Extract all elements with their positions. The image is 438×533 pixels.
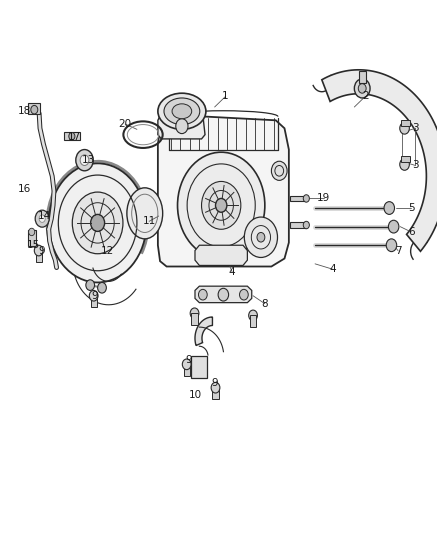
Circle shape (91, 214, 105, 231)
Text: 12: 12 (101, 246, 114, 255)
Text: 5: 5 (408, 203, 414, 213)
Ellipse shape (127, 188, 162, 239)
Circle shape (386, 239, 397, 252)
Text: 4: 4 (229, 267, 235, 277)
Text: 6: 6 (408, 227, 414, 237)
Text: 17: 17 (68, 132, 81, 142)
Circle shape (49, 164, 147, 282)
Text: 18: 18 (18, 106, 32, 116)
Circle shape (39, 215, 45, 222)
Circle shape (272, 161, 287, 180)
Text: 19: 19 (317, 193, 330, 204)
Text: 15: 15 (27, 240, 40, 250)
Circle shape (35, 210, 49, 227)
Text: 3: 3 (412, 123, 419, 133)
Bar (191, 356, 207, 378)
Bar (401, 157, 410, 162)
Text: 3: 3 (412, 160, 419, 171)
Circle shape (303, 221, 309, 229)
Bar (28, 230, 35, 246)
Circle shape (72, 192, 123, 254)
Text: 10: 10 (188, 390, 201, 400)
Circle shape (201, 181, 241, 229)
Circle shape (354, 79, 370, 98)
Ellipse shape (172, 104, 192, 119)
Text: 16: 16 (18, 184, 32, 195)
Bar (91, 296, 97, 308)
Circle shape (98, 282, 106, 293)
Circle shape (389, 220, 399, 233)
Bar (212, 387, 219, 399)
Circle shape (89, 290, 98, 301)
Bar (290, 196, 306, 201)
Polygon shape (195, 317, 212, 345)
Text: 13: 13 (81, 155, 95, 165)
Circle shape (400, 123, 410, 134)
Circle shape (34, 245, 43, 256)
Circle shape (80, 155, 89, 165)
Text: 7: 7 (395, 246, 401, 255)
Circle shape (31, 106, 38, 114)
Circle shape (303, 195, 309, 202)
Text: 4: 4 (329, 264, 336, 274)
Text: 20: 20 (119, 119, 132, 129)
Polygon shape (158, 111, 205, 139)
Circle shape (198, 289, 207, 300)
Circle shape (176, 119, 188, 134)
Polygon shape (195, 245, 247, 265)
Bar (359, 71, 366, 83)
Text: 9: 9 (211, 378, 218, 389)
Circle shape (257, 232, 265, 242)
Text: 2: 2 (362, 91, 369, 101)
Bar (250, 316, 256, 327)
Circle shape (69, 133, 75, 140)
Circle shape (215, 198, 227, 212)
Circle shape (244, 217, 278, 257)
Text: 14: 14 (38, 211, 51, 221)
Circle shape (249, 310, 258, 321)
Bar (401, 120, 410, 126)
Text: 9: 9 (185, 354, 192, 365)
Polygon shape (158, 115, 289, 266)
Circle shape (384, 201, 395, 214)
Circle shape (28, 228, 35, 236)
Bar (290, 222, 306, 228)
Text: 1: 1 (222, 91, 229, 101)
Text: 8: 8 (261, 298, 268, 309)
Ellipse shape (164, 98, 200, 125)
Text: 9: 9 (91, 290, 98, 301)
Bar (28, 103, 40, 114)
Text: 9: 9 (39, 246, 46, 255)
Circle shape (86, 280, 95, 290)
Text: 11: 11 (142, 216, 156, 227)
Bar (191, 313, 198, 325)
Circle shape (211, 382, 220, 393)
Circle shape (358, 84, 366, 93)
Circle shape (177, 152, 265, 259)
Circle shape (76, 150, 93, 171)
Circle shape (218, 288, 229, 301)
Circle shape (190, 308, 199, 319)
Polygon shape (195, 286, 252, 303)
Polygon shape (322, 70, 438, 251)
Bar (184, 365, 190, 376)
Bar (35, 251, 42, 262)
Ellipse shape (158, 93, 206, 130)
Circle shape (182, 359, 191, 369)
Bar (64, 132, 80, 140)
Circle shape (400, 159, 410, 170)
Circle shape (240, 289, 248, 300)
